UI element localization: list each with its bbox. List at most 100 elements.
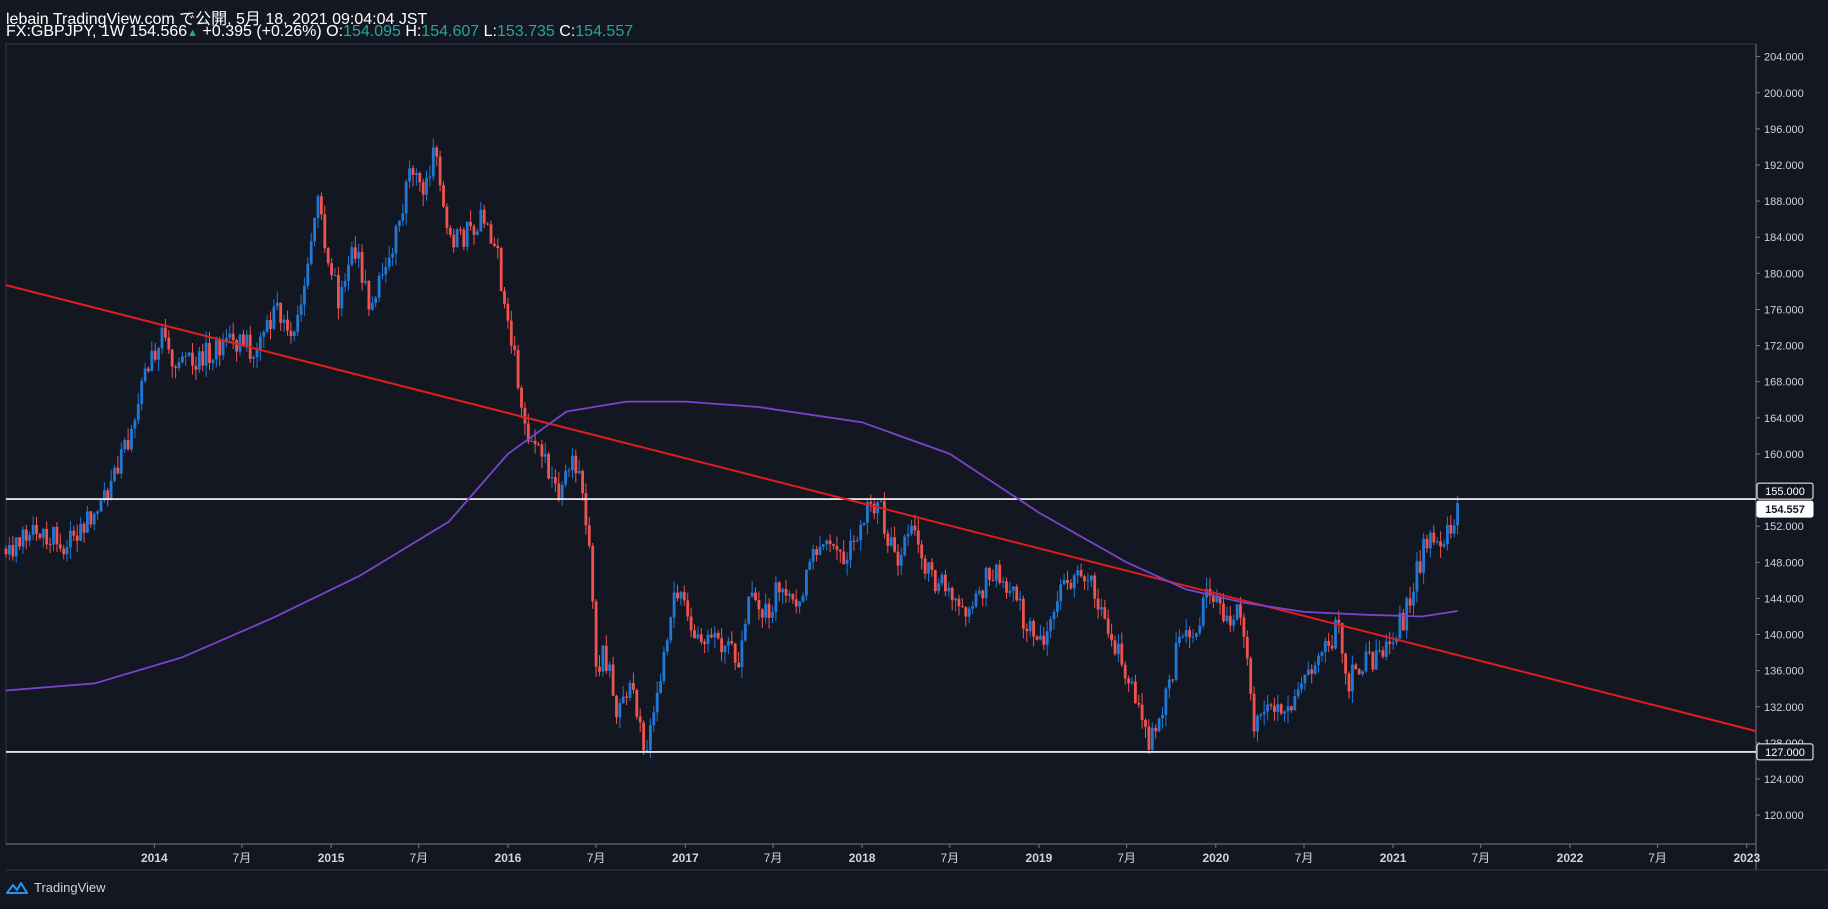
- candle: [1269, 702, 1273, 710]
- candle: [859, 519, 863, 551]
- tradingview-footer[interactable]: TradingView: [6, 880, 106, 895]
- y-tick-label: 172.000: [1764, 341, 1804, 353]
- candle: [8, 536, 11, 561]
- candlestick-series: [4, 138, 1459, 758]
- candle: [686, 592, 690, 622]
- y-tick-label: 140.000: [1764, 630, 1804, 642]
- candle: [903, 534, 907, 557]
- candle: [862, 522, 866, 527]
- candle: [1123, 661, 1127, 685]
- candle: [774, 575, 778, 622]
- candle: [187, 351, 191, 358]
- candle: [113, 464, 116, 483]
- price-label: 155.000: [1756, 482, 1814, 500]
- candle: [208, 331, 211, 371]
- candle: [1032, 618, 1035, 647]
- candle: [1066, 571, 1069, 590]
- candle: [577, 459, 581, 475]
- candle: [69, 521, 72, 559]
- x-tick-label: 7月: [1648, 851, 1667, 865]
- candle: [245, 329, 249, 352]
- candle: [157, 346, 160, 371]
- candle: [167, 330, 171, 354]
- y-tick-label: 160.000: [1764, 449, 1804, 461]
- candle: [537, 441, 540, 446]
- candle: [832, 543, 835, 550]
- candle: [1296, 681, 1300, 699]
- candle: [805, 569, 808, 601]
- candle: [225, 329, 228, 347]
- trend-line[interactable]: [5, 284, 1757, 733]
- candle: [269, 311, 272, 340]
- candle: [421, 178, 425, 207]
- candle: [547, 452, 550, 480]
- candle: [360, 244, 364, 291]
- candle: [1371, 650, 1375, 673]
- price-labels: 155.000 154.557 127.000: [1756, 482, 1814, 761]
- candle: [1249, 656, 1253, 701]
- y-tick-label: 148.000: [1764, 557, 1804, 569]
- candle: [638, 708, 642, 733]
- candle: [153, 342, 157, 363]
- candle: [1178, 628, 1181, 648]
- y-tick-label: 120.000: [1764, 810, 1804, 822]
- candle: [835, 536, 839, 561]
- candle: [1225, 606, 1229, 624]
- open-label: O:: [326, 23, 344, 40]
- time-axis[interactable]: 2014 7月 2015 7月 2016 7月 2017 7月 2018 7月 2019 7月 2020…: [141, 844, 1761, 865]
- candle: [123, 437, 127, 454]
- candle: [116, 456, 120, 475]
- candle: [608, 661, 612, 678]
- candle: [523, 402, 527, 436]
- candle: [754, 587, 757, 602]
- candle: [771, 605, 774, 624]
- x-tick-label: 2015: [318, 851, 345, 865]
- candle: [197, 346, 201, 373]
- candle: [479, 202, 483, 232]
- candle: [1184, 619, 1188, 644]
- candle: [24, 524, 28, 550]
- y-tick-label: 144.000: [1764, 593, 1804, 605]
- candle: [1235, 603, 1239, 621]
- candle: [1164, 687, 1168, 727]
- candle: [1242, 613, 1246, 648]
- candle: [72, 525, 76, 541]
- moving-average-line[interactable]: [5, 400, 1458, 692]
- candle: [957, 594, 961, 616]
- candle: [849, 529, 852, 569]
- candle: [482, 204, 486, 229]
- candle: [1405, 596, 1409, 639]
- up-arrow-icon: ▲: [187, 27, 199, 39]
- x-tick-label: 2023: [1733, 851, 1760, 865]
- candle: [1134, 674, 1137, 704]
- candle: [1150, 722, 1154, 753]
- candle: [1456, 495, 1459, 535]
- candle: [296, 305, 300, 337]
- candle: [55, 522, 59, 552]
- symbol-label: FX:GBPJPY, 1W: [6, 23, 125, 40]
- candle: [58, 533, 62, 552]
- candle: [476, 228, 479, 236]
- candle: [262, 330, 266, 348]
- candle: [1337, 610, 1341, 634]
- overlays: [5, 284, 1757, 753]
- candle: [391, 248, 394, 267]
- candle: [252, 355, 255, 368]
- x-tick-label: 2017: [672, 851, 699, 865]
- candle: [1391, 632, 1395, 650]
- candle: [1083, 574, 1086, 590]
- candle: [52, 526, 55, 552]
- candle: [811, 544, 815, 571]
- candle: [75, 524, 79, 552]
- x-tick-label: 2019: [1026, 851, 1053, 865]
- candle: [1106, 609, 1110, 638]
- candle: [601, 644, 605, 677]
- candle: [14, 537, 18, 564]
- candle: [140, 377, 144, 411]
- candle: [1412, 583, 1415, 617]
- candle: [303, 277, 306, 316]
- candle: [767, 598, 771, 629]
- candle: [333, 268, 337, 277]
- price-axis[interactable]: 120.000124.000128.000132.000136.000140.0…: [1756, 52, 1804, 823]
